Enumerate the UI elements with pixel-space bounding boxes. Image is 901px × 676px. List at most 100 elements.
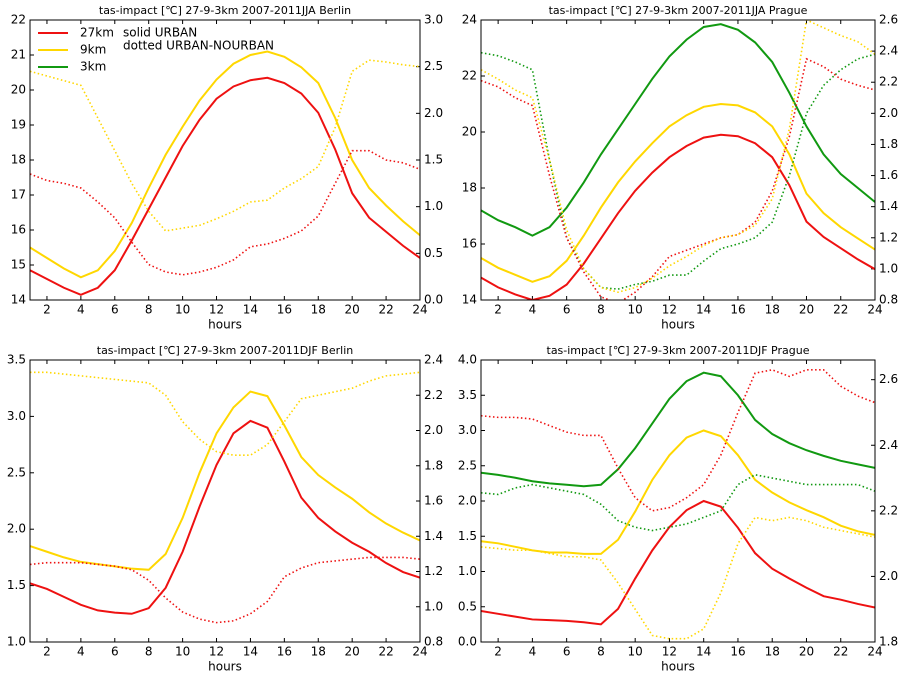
y2-tick-label: 2.0	[424, 106, 443, 120]
y2-tick-label: 3.0	[424, 13, 443, 27]
y-tick-label: 14	[11, 293, 26, 307]
solid-line	[481, 499, 875, 626]
x-tick-label: 14	[696, 303, 711, 317]
y-tick-label: 2.5	[7, 465, 26, 479]
x-tick-label: 20	[345, 645, 360, 659]
x-tick-label: 22	[833, 645, 848, 659]
chart-title: tas-impact [℃] 27-9-3km 2007-2011JJA Pra…	[549, 4, 808, 17]
x-tick-label: 16	[277, 645, 292, 659]
solid-line	[30, 76, 420, 296]
y2-tick-label: 1.6	[424, 494, 443, 508]
x-tick-label: 18	[765, 303, 780, 317]
x-tick-label: 8	[597, 303, 605, 317]
x-tick-label: 24	[412, 303, 427, 317]
legend-label: 27km	[80, 26, 114, 40]
dotted-line	[30, 556, 420, 624]
x-tick-label: 16	[730, 303, 745, 317]
y2-tick-label: 1.5	[424, 153, 443, 167]
x-tick-label: 20	[799, 303, 814, 317]
x-tick-label: 18	[311, 645, 326, 659]
x-tick-label: 10	[175, 645, 190, 659]
y2-tick-label: 1.8	[424, 458, 443, 472]
x-tick-label: 18	[311, 303, 326, 317]
x-tick-label: 12	[662, 645, 677, 659]
y-tick-label: 2.5	[458, 458, 477, 472]
y2-tick-label: 2.2	[424, 388, 443, 402]
x-tick-label: 20	[345, 303, 360, 317]
y-tick-label: 18	[462, 181, 477, 195]
plot-frame	[29, 19, 421, 301]
y-tick-label: 1.5	[458, 529, 477, 543]
x-tick-label: 6	[111, 645, 119, 659]
plot-area	[481, 360, 875, 642]
dotted-line	[481, 516, 875, 640]
y2-tick-label: 1.4	[879, 199, 898, 213]
plot-frame	[29, 359, 421, 643]
y-tick-label: 20	[11, 83, 26, 97]
dotted-line	[481, 57, 875, 300]
y-tick-label: 2.0	[458, 494, 477, 508]
solid-line	[481, 429, 875, 555]
x-tick-label: 24	[867, 303, 882, 317]
y-tick-label: 15	[11, 258, 26, 272]
x-tick-label: 8	[145, 645, 153, 659]
y-tick-label: 22	[11, 13, 26, 27]
y2-tick-label: 1.8	[879, 635, 898, 649]
plot-frame	[480, 359, 876, 643]
dotted-line	[481, 20, 875, 294]
y2-tick-label: 2.0	[879, 569, 898, 583]
y-tick-label: 17	[11, 188, 26, 202]
plot-area	[481, 20, 875, 300]
y2-tick-label: 1.2	[424, 564, 443, 578]
x-axis-label: hours	[661, 660, 695, 674]
y-tick-label: 1.0	[458, 564, 477, 578]
y2-tick-label: 2.6	[879, 13, 898, 27]
solid-line	[30, 50, 420, 279]
solid-line	[30, 419, 420, 615]
annotation: dotted URBAN-NOURBAN	[123, 39, 274, 53]
x-tick-label: 4	[77, 303, 85, 317]
y2-tick-label: 2.2	[879, 503, 898, 517]
x-tick-label: 22	[833, 303, 848, 317]
y2-tick-label: 2.4	[424, 353, 443, 367]
chart-title: tas-impact [℃] 27-9-3km 2007-2011DJF Pra…	[547, 344, 810, 357]
legend-label: 3km	[80, 60, 106, 74]
x-axis-label: hours	[661, 318, 695, 332]
y2-tick-label: 0.8	[879, 293, 898, 307]
x-tick-label: 10	[628, 645, 643, 659]
y-tick-label: 3.0	[7, 409, 26, 423]
y-tick-label: 18	[11, 153, 26, 167]
solid-line	[481, 23, 875, 237]
y-tick-label: 2.0	[7, 522, 26, 536]
y-tick-label: 3.5	[7, 353, 26, 367]
y2-tick-label: 2.6	[879, 372, 898, 386]
plot-area	[30, 20, 420, 300]
y-tick-label: 22	[462, 69, 477, 83]
x-tick-label: 14	[696, 645, 711, 659]
x-tick-label: 16	[730, 645, 745, 659]
y-tick-label: 3.0	[458, 423, 477, 437]
y-tick-label: 16	[462, 237, 477, 251]
y-tick-label: 3.5	[458, 388, 477, 402]
x-tick-label: 20	[799, 645, 814, 659]
x-axis-label: hours	[208, 318, 242, 332]
x-tick-label: 4	[529, 645, 537, 659]
solid-line	[481, 371, 875, 488]
y-tick-label: 20	[462, 125, 477, 139]
x-tick-label: 2	[494, 645, 502, 659]
x-tick-label: 12	[662, 303, 677, 317]
x-tick-label: 12	[209, 645, 224, 659]
x-tick-label: 2	[494, 303, 502, 317]
x-tick-label: 4	[529, 303, 537, 317]
y2-tick-label: 2.0	[424, 423, 443, 437]
x-tick-label: 6	[563, 303, 571, 317]
y2-tick-label: 0.5	[424, 246, 443, 260]
y-tick-label: 0.5	[458, 599, 477, 613]
x-tick-label: 14	[243, 303, 258, 317]
y2-tick-label: 0.8	[424, 635, 443, 649]
chart-title: tas-impact [℃] 27-9-3km 2007-2011DJF Ber…	[97, 344, 353, 357]
x-tick-label: 22	[378, 303, 393, 317]
y2-tick-label: 1.4	[424, 529, 443, 543]
y-tick-label: 24	[462, 13, 477, 27]
